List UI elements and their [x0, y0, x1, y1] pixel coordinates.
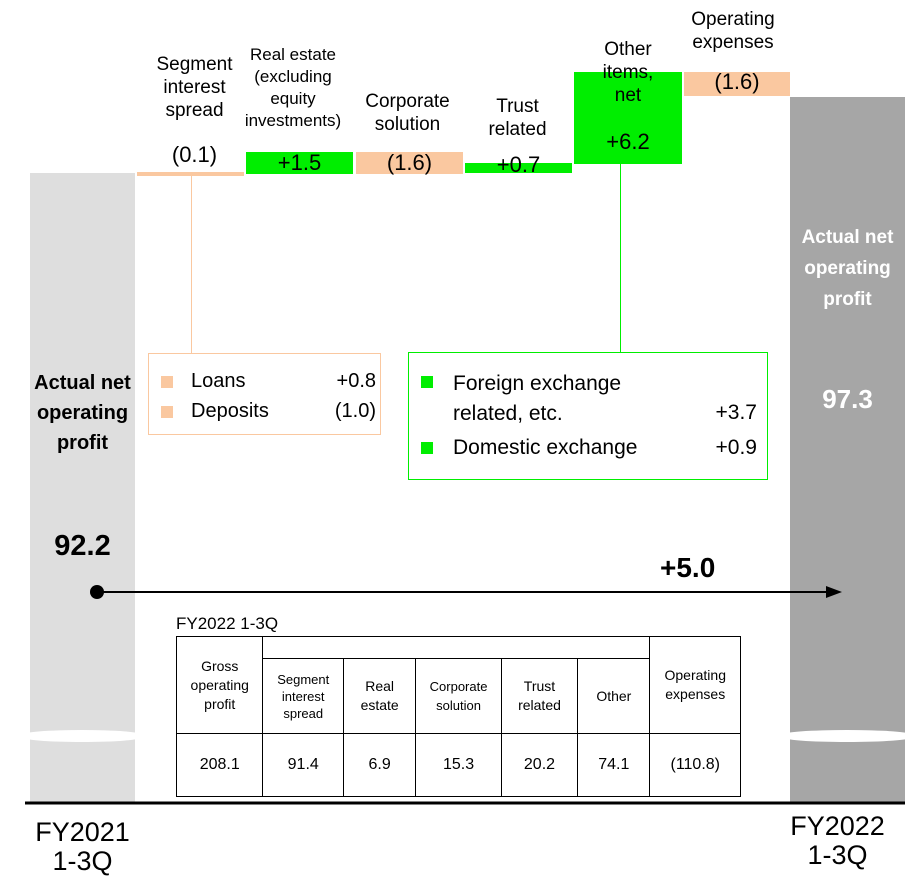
callout-value: +0.9	[715, 436, 757, 459]
callout-item: Deposits (1.0)	[161, 400, 376, 426]
period-label-start: FY2021 1-3Q	[35, 817, 130, 876]
callout-value: +3.7	[715, 401, 757, 424]
callout-label: Foreign exchange related, etc.	[453, 372, 622, 425]
value-segment-interest-spread: (0.1)	[171, 142, 218, 167]
header-corporate-solution: Corporate solution	[415, 658, 502, 735]
cell-other: 74.1	[577, 733, 651, 797]
header-group-spacer	[262, 635, 651, 660]
step-label-corporate-solution: Corporate solution	[365, 91, 450, 135]
connector-other	[620, 164, 621, 352]
bar-real-estate	[246, 152, 353, 174]
axis-break-right	[782, 730, 905, 742]
step-label-trust-related: Trust related	[488, 96, 547, 140]
value-trust-related: +0.7	[496, 152, 541, 177]
header-trust-related: Trust related	[500, 658, 579, 735]
value-other-items: +6.2	[606, 129, 650, 154]
end-label: Actual net operating profit	[801, 227, 894, 310]
bar-operating-expenses	[684, 72, 790, 96]
start-total-bar	[30, 173, 135, 803]
breakdown-table: Gross operating profit Operating expense…	[175, 635, 741, 797]
callout-other: Foreign exchange related, etc. +3.7 Dome…	[408, 352, 768, 480]
bar-other-items	[574, 72, 682, 164]
step-label-real-estate: Real estate (excluding equity investment…	[244, 45, 342, 130]
header-operating-expenses: Operating expenses	[649, 635, 741, 735]
end-value: 97.3	[822, 384, 873, 414]
step-label-segment-interest-spread: Segment interest spread	[156, 54, 233, 121]
header-gross-operating-profit: Gross operating profit	[175, 635, 264, 735]
value-corporate-solution: (1.6)	[386, 150, 433, 175]
value-operating-expenses: (1.6)	[714, 69, 760, 94]
cell-gross-operating-profit: 208.1	[175, 733, 264, 797]
cell-operating-expenses: (110.8)	[649, 733, 741, 797]
end-total-bar	[790, 97, 905, 803]
period-label-end: FY2022 1-3Q	[790, 811, 885, 870]
axis-break-left	[22, 730, 142, 742]
step-label-other-items: Other items, net	[602, 39, 654, 106]
start-value: 92.2	[54, 530, 111, 562]
cell-corporate-solution: 15.3	[415, 733, 502, 797]
connector-interest	[191, 176, 192, 353]
cell-real-estate: 6.9	[342, 733, 417, 797]
arrowhead-icon	[826, 586, 842, 598]
cell-trust-related: 20.2	[500, 733, 579, 797]
total-change-label: +5.0	[660, 552, 716, 583]
bar-trust-related	[465, 163, 572, 173]
bar-corporate-solution	[356, 152, 463, 174]
square-icon	[161, 405, 173, 418]
square-icon	[161, 375, 173, 388]
step-label-operating-expenses: Operating expenses	[691, 9, 775, 53]
header-segment-interest-spread: Segment interest spread	[262, 658, 344, 735]
value-real-estate: +1.5	[277, 150, 322, 175]
callout-label: Domestic exchange	[453, 436, 638, 459]
table-title: FY2022 1-3Q	[176, 614, 279, 633]
cell-segment-interest-spread: 91.4	[262, 733, 344, 797]
square-icon	[421, 376, 433, 388]
header-real-estate: Real estate	[342, 658, 417, 735]
square-icon	[421, 442, 433, 454]
header-other: Other	[577, 658, 651, 735]
bar-segment-interest-spread	[137, 172, 244, 176]
callout-interest: Loans +0.8 Deposits (1.0)	[148, 353, 381, 435]
start-label: Actual net operating profit	[34, 372, 131, 454]
callout-item: Loans +0.8	[161, 370, 376, 396]
